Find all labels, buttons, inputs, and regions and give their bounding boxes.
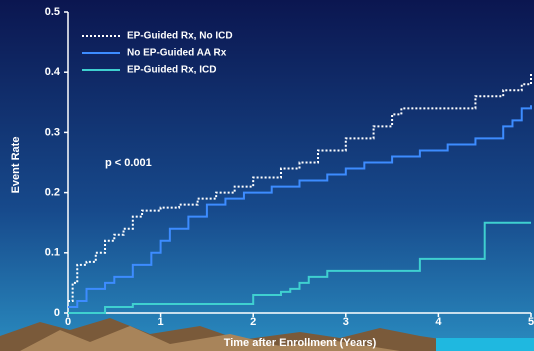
x-tick-label: 1	[158, 316, 164, 328]
x-tick-label: 3	[343, 316, 349, 328]
legend-label: EP-Guided Rx, ICD	[127, 65, 216, 76]
background	[0, 0, 534, 351]
y-tick-label: 0.3	[45, 126, 60, 138]
y-tick-label: 0.2	[45, 187, 60, 199]
legend-label: No EP-Guided AA Rx	[127, 48, 227, 59]
y-tick-label: 0.4	[45, 66, 61, 78]
legend-label: EP-Guided Rx, No ICD	[127, 31, 233, 42]
water	[436, 338, 534, 351]
y-axis-label: Event Rate	[10, 137, 22, 194]
y-tick-label: 0	[54, 307, 60, 319]
x-tick-label: 5	[528, 316, 534, 328]
chart: Time after Enrollment (Years) Event Rate…	[0, 0, 534, 351]
x-tick-label: 2	[250, 316, 256, 328]
x-tick-label: 0	[65, 316, 71, 328]
y-tick-label: 0.1	[45, 247, 60, 259]
annotation: p < 0.001	[105, 157, 152, 169]
x-tick-label: 4	[435, 316, 442, 328]
x-axis-label: Time after Enrollment (Years)	[224, 337, 377, 349]
y-tick-label: 0.5	[45, 6, 60, 18]
